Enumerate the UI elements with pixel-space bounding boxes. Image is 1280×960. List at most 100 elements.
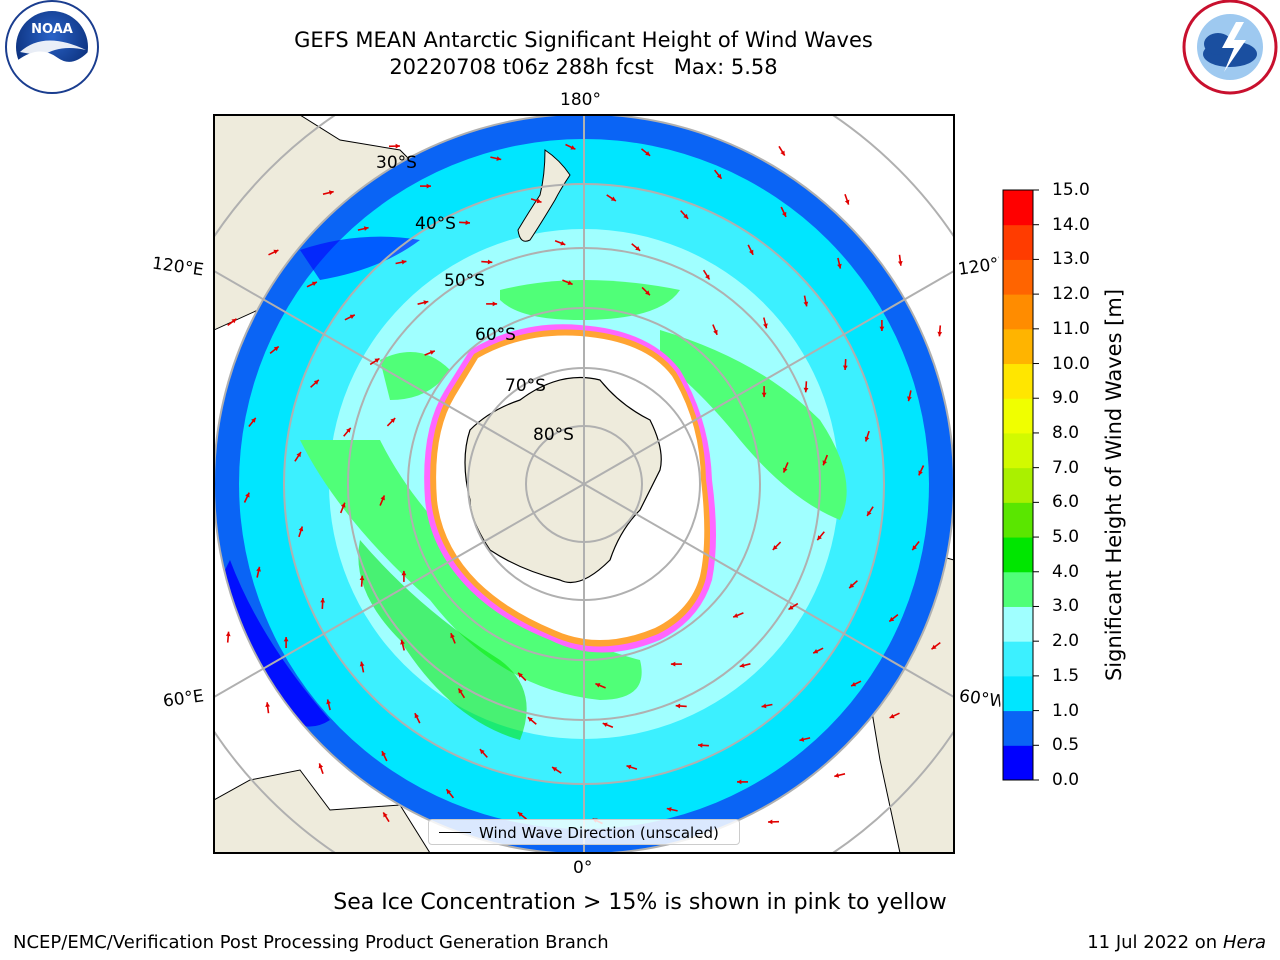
colorbar-tick-label: 12.0 [1052,284,1090,305]
wave-arrow-head [527,717,533,722]
colorbar-bin [1003,432,1033,469]
lon-label-0: 0° [573,858,593,878]
wave-arrow-head [552,767,558,772]
wave-arrow-head [813,649,819,654]
wave-arrow-head [822,460,827,466]
wave-arrow-head [666,807,672,812]
wave-arrow-head [414,713,419,719]
colorbar-tick-label: 14.0 [1052,214,1090,235]
wave-arrow-head [465,220,470,225]
wave-arrow-head [383,812,388,818]
colorbar-bin [1003,467,1033,503]
lat-label-30s: 30°S [376,153,417,173]
wave-arrow-head [931,644,937,650]
lon-label-180: 180° [560,90,601,110]
wave-arrow-head [788,605,794,610]
wave-arrow-head [446,789,452,795]
wave-arrow-head [423,300,429,305]
wave-arrow-head [570,145,576,150]
wave-arrow-head [273,346,279,352]
wave-arrow-head [780,150,785,156]
legend-line-sample [439,832,471,833]
wave-arrow-head [879,326,885,331]
wave-arrow-head [912,545,917,551]
wave-arrow-head [458,688,463,694]
map-subtitle: 20220708 t06z 288h fcst Max: 5.58 [389,55,778,79]
colorbar-bin [1003,745,1033,781]
lat-label-40s: 40°S [415,214,456,234]
credit-text: NCEP/EMC/Verification Post Processing Pr… [13,932,609,953]
wave-arrow-head [381,751,386,757]
wave-arrow-head [429,350,435,355]
wave-arrow-head [595,683,601,688]
wave-arrow-head [395,143,400,149]
lat-label-70s: 70°S [505,376,546,396]
wave-arrow-head [313,379,319,385]
colorbar-bin [1003,537,1033,573]
noaa-logo-text: NOAA [31,22,73,37]
wave-arrow-head [683,213,689,219]
colorbar-bin [1003,606,1033,642]
colorbar-bin [1003,675,1033,712]
wave-arrow-head [251,417,256,423]
wave-arrow-head [761,392,767,398]
wave-arrow-head [492,301,498,307]
wave-arrow-head [817,535,822,541]
colorbar-tick-label: 9.0 [1052,388,1080,409]
colorbar-tick-label: 8.0 [1052,422,1080,443]
wave-arrow-head [400,639,405,645]
sea-ice-note: Sea Ice Concentration > 15% is shown in … [333,890,947,915]
wave-arrow-head [326,699,331,705]
wave-arrow-head [889,713,895,719]
colorbar-tick-label: 6.0 [1052,492,1080,513]
wave-arrow-head [450,633,455,639]
wave-arrow-head [783,467,788,473]
legend-label: Wind Wave Direction (unscaled) [479,824,719,842]
wave-arrow-head [772,545,778,550]
wave-arrow-head [487,259,493,265]
wave-arrow-head [401,259,407,265]
wave-arrow-head [225,631,231,637]
wave-arrow-head [602,722,608,727]
wave-arrow-head [374,358,380,363]
lat-label-80s: 80°S [533,425,574,445]
wave-arrow-head [864,436,870,442]
colorbar-bin [1003,363,1033,399]
colorbar-tick-label: 4.0 [1052,561,1080,582]
wave-arrow-head [645,290,650,296]
wave-arrow-head [843,365,848,370]
wave-arrow-head [401,570,407,576]
wave-arrow-head [256,566,261,572]
wave-arrow-head [907,396,912,402]
wave-arrow-head [739,663,745,668]
wave-arrow-head [346,427,351,433]
wave-arrow-head [496,156,502,161]
wave-arrow-head [705,274,710,280]
wave-arrow-head [851,682,857,687]
colorbar-title: Significant Height of Wind Waves [m] [1102,288,1126,682]
colorbar-bin [1003,641,1033,677]
wave-arrow-head [670,661,676,667]
wave-arrow-head [918,470,923,476]
wave-arrow-head [380,495,385,501]
wave-arrow-head [763,323,768,329]
wave-arrow-head [273,249,279,255]
colorbar-bin [1003,294,1033,330]
date-text: 11 Jul 2022 on [1087,932,1223,953]
wave-arrow-head [937,331,943,337]
wave-arrow-head [733,613,739,618]
lat-label-50s: 50°S [444,271,485,291]
colorbar-tick-label: 10.0 [1052,353,1090,374]
wave-arrow-head [536,198,542,204]
wave-arrow-head [889,616,895,622]
wave-arrow-head [713,329,718,335]
colorbar-tick-label: 13.0 [1052,249,1090,270]
wave-arrow-head [349,314,355,319]
colorbar-tick-label: 0.5 [1052,735,1080,756]
colorbar-bin [1003,571,1033,607]
wave-arrow-head [245,492,250,498]
colorbar-tick-label: 3.0 [1052,596,1080,617]
noaa-logo: NOAA [5,0,99,94]
wave-arrow-head [359,575,365,581]
colorbar [1002,189,1039,781]
